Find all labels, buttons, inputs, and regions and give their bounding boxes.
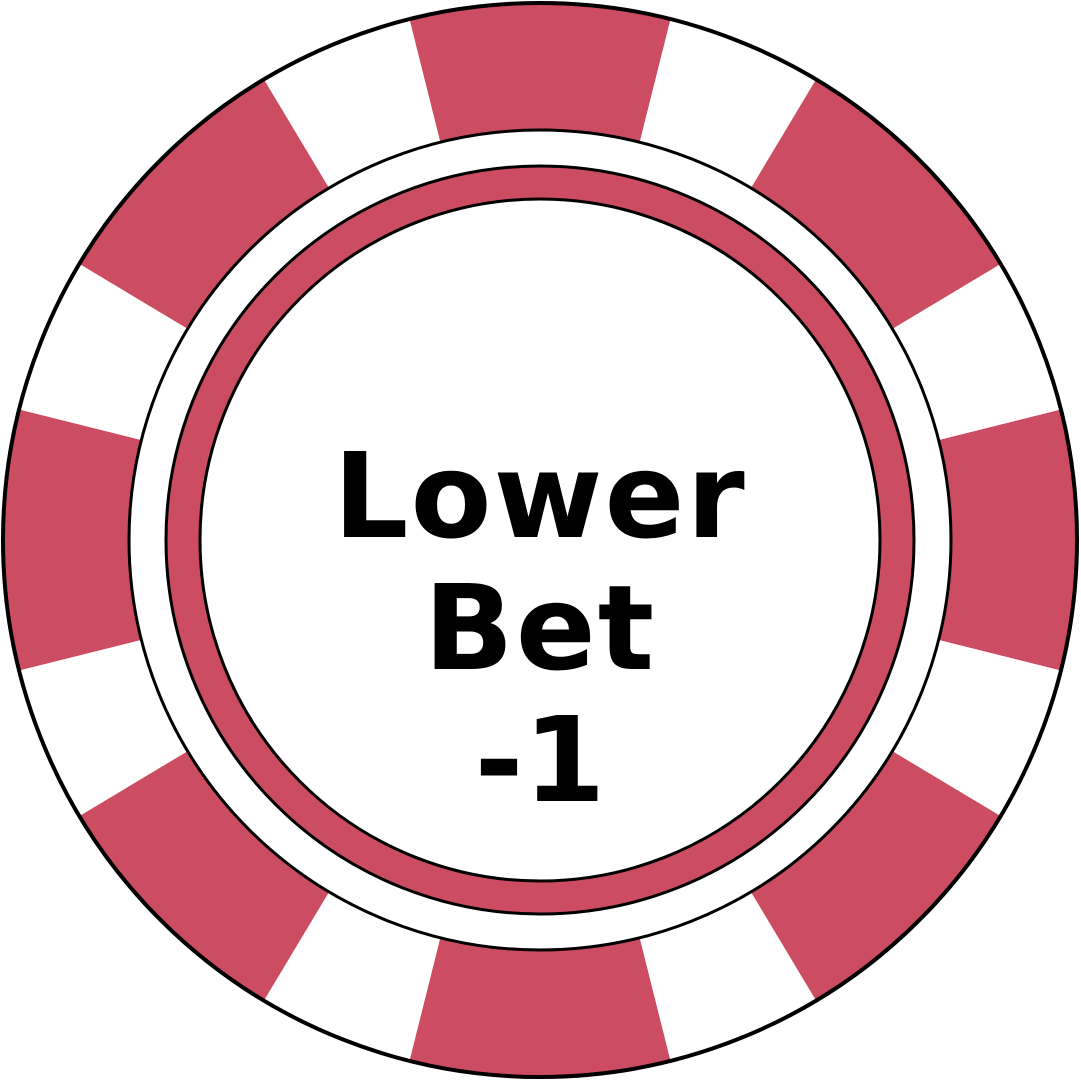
chip-edge-stripe [923, 403, 1077, 677]
chip-label[interactable]: Lower Bet -1 [200, 430, 880, 826]
chip-label-text: Lower Bet [333, 427, 747, 697]
chip-edge-stripe [3, 403, 157, 677]
chip-edge-stripe [403, 3, 677, 157]
chip-center-face [198, 197, 882, 883]
chip-edge-stripe [403, 923, 677, 1077]
chip-amount-text: -1 [474, 691, 606, 829]
